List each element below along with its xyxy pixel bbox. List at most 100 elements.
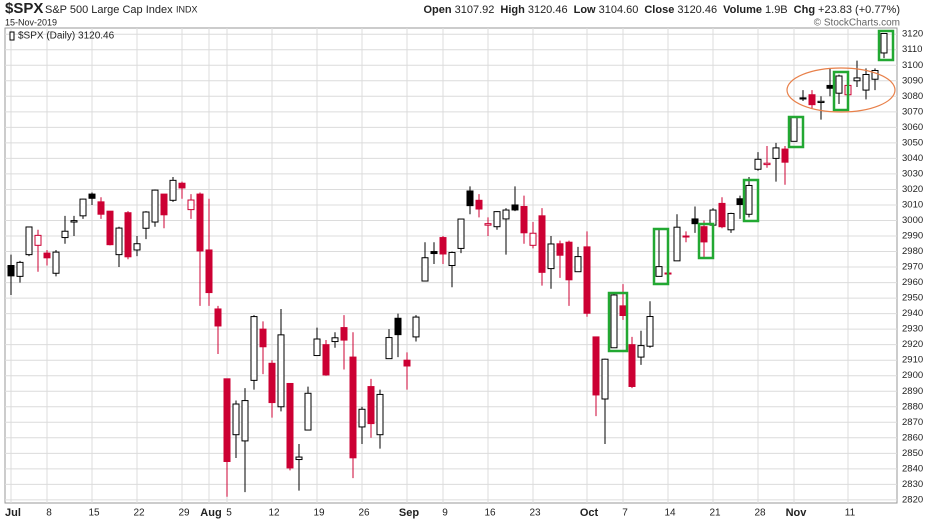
- y-tick-label: 2940: [902, 308, 923, 319]
- y-tick-label: 2840: [902, 463, 923, 474]
- candle-body: [565, 241, 573, 281]
- candle-body: [601, 358, 609, 400]
- x-tick-label: 12: [268, 508, 280, 519]
- candle-body: [151, 189, 159, 223]
- y-tick-label: 3120: [902, 29, 923, 40]
- legend: $SPX (Daily) 3120.46: [18, 31, 115, 42]
- highlight-box: [652, 227, 670, 286]
- candle-body: [466, 190, 474, 207]
- x-tick-label: 28: [754, 508, 766, 519]
- candle-body: [358, 408, 366, 428]
- candle-body: [124, 212, 132, 258]
- candle-body: [619, 305, 627, 316]
- stat-value: +23.83 (+0.77%): [818, 4, 900, 16]
- candle-body: [691, 218, 699, 225]
- candle-body: [178, 182, 186, 189]
- stat-value: 3107.92: [455, 4, 495, 16]
- candle-body: [475, 199, 483, 210]
- candle-body: [439, 237, 447, 255]
- candle-body: [88, 193, 96, 199]
- candle-body: [457, 218, 465, 249]
- y-tick-label: 2860: [902, 432, 923, 443]
- x-tick-label: 23: [529, 508, 541, 519]
- exchange: INDX: [176, 4, 198, 14]
- candle-body: [538, 215, 546, 273]
- x-tick-label: 14: [664, 508, 676, 519]
- stat-label: Low: [574, 4, 596, 16]
- date: 15-Nov-2019: [5, 17, 57, 27]
- candle-body: [628, 344, 636, 387]
- candle-body: [421, 257, 429, 282]
- candle-body: [835, 75, 843, 94]
- x-tick-label: 8: [46, 508, 52, 519]
- x-tick-label: 5: [226, 508, 232, 519]
- x-tick-label: 22: [133, 508, 145, 519]
- candle-body: [556, 243, 564, 256]
- highlight-box: [742, 178, 760, 223]
- candle-body: [25, 226, 33, 256]
- x-tick-label: 11: [845, 508, 856, 519]
- y-tick-label: 2830: [902, 479, 923, 490]
- candle-body: [583, 246, 591, 314]
- y-tick-label: 2880: [902, 401, 923, 412]
- candle-body: [331, 337, 339, 343]
- candle-body: [349, 356, 357, 459]
- y-tick-label: 3110: [902, 44, 922, 55]
- stat-label: High: [500, 4, 525, 16]
- candle-body: [286, 382, 294, 469]
- candle-body: [646, 316, 654, 347]
- candle-body: [511, 204, 519, 211]
- candle-body: [268, 362, 276, 404]
- candle-body: [223, 378, 231, 462]
- stat-value: 3104.60: [599, 4, 639, 16]
- candle-body: [133, 243, 141, 251]
- candle-body: [673, 226, 681, 262]
- candle-body: [718, 202, 726, 228]
- candle-body: [376, 393, 384, 436]
- stat-label: Volume: [723, 4, 762, 16]
- y-tick-label: 2980: [902, 246, 923, 257]
- x-tick-label: 21: [709, 508, 721, 519]
- y-tick-label: 3040: [902, 153, 923, 164]
- y-tick-label: 2920: [902, 339, 923, 350]
- y-tick-label: 2960: [902, 277, 923, 288]
- candle-body: [727, 212, 735, 231]
- candle-body: [520, 206, 528, 234]
- y-tick-label: 2900: [902, 370, 923, 381]
- stats: Open 3107.92 High 3120.46 Low 3104.60 Close 312…: [423, 4, 900, 16]
- x-tick-label: Jul: [5, 507, 21, 519]
- x-tick-label: Aug: [200, 507, 221, 519]
- candle-body: [574, 256, 582, 273]
- candle-body: [106, 210, 114, 246]
- stat-label: Chg: [794, 4, 815, 16]
- candle-body: [160, 193, 168, 216]
- y-tick-label: 2910: [902, 355, 923, 366]
- candle-body: [367, 386, 375, 425]
- x-tick-label: Nov: [786, 507, 808, 519]
- candle-body: [826, 84, 834, 89]
- legend-icon: [9, 31, 15, 41]
- candle-body: [862, 74, 870, 91]
- candle-body: [205, 249, 213, 294]
- stat-value: 3120.46: [528, 4, 568, 16]
- y-tick-label: 3090: [902, 75, 923, 86]
- candle-body: [196, 193, 204, 252]
- candle-body: [43, 252, 51, 259]
- candle-body: [430, 251, 438, 255]
- candle-body: [853, 77, 861, 82]
- candle-body: [304, 392, 312, 431]
- x-tick-label: 19: [313, 508, 325, 519]
- candle-body: [799, 97, 807, 100]
- y-tick-label: 2950: [902, 293, 923, 304]
- credit: © StockCharts.com: [814, 18, 900, 29]
- x-tick-label: 16: [484, 508, 496, 519]
- candle-body: [241, 400, 249, 442]
- highlight-box: [697, 222, 715, 260]
- candle-body: [808, 94, 816, 106]
- candle-body: [592, 336, 600, 396]
- y-tick-label: 2990: [902, 231, 923, 242]
- candle-body: [70, 220, 78, 223]
- y-tick-label: 3070: [902, 106, 923, 117]
- y-tick-label: 2890: [902, 386, 923, 397]
- candle-body: [322, 344, 330, 376]
